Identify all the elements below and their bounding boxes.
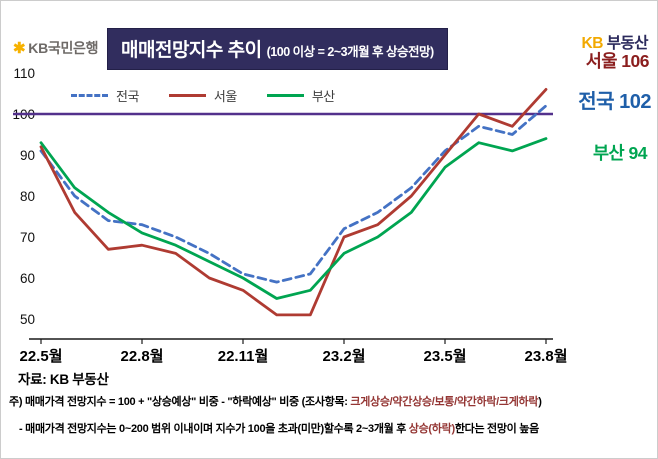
y-axis-tick-label: 50 — [20, 312, 35, 327]
chart-legend: 전국 서울 부산 — [71, 86, 335, 105]
chart-title: 매매전망지수 추이 — [121, 40, 262, 61]
x-axis-tick-label: 22.5월 — [20, 348, 63, 365]
kb-bank-logo-text: KB국민은행 — [28, 40, 99, 56]
x-axis-tick-label: 23.8월 — [525, 348, 568, 365]
legend-label-nationwide: 전국 — [116, 89, 139, 104]
series-line-전국 — [39, 104, 548, 284]
annotation-seoul-label: 서울 — [585, 51, 618, 71]
legend-label-seoul: 서울 — [213, 89, 237, 104]
footnote-segment: 주) 매매가격 전망지수 = 100 + "상승예상" 비중 - "하락예상" … — [9, 396, 351, 408]
legend-label-busan: 부산 — [311, 89, 335, 104]
footnote-segment: - 매매가격 전망지수는 0~200 범위 이내이며 지수가 100을 초과(미… — [19, 423, 409, 435]
annotation-seoul: 서울 106 — [585, 48, 650, 73]
footnote-segment: 한다는 전망이 높음 — [454, 423, 539, 435]
footnotes: 주) 매매가격 전망지수 = 100 + "상승예상" 비중 - "하락예상" … — [9, 389, 542, 443]
annotation-nationwide-label: 전국 — [578, 91, 615, 113]
footnote-segment: 상승(하락) — [408, 423, 455, 435]
legend-item-nationwide: 전국 — [71, 86, 139, 105]
footnote-line: 주) 매매가격 전망지수 = 100 + "상승예상" 비중 - "하락예상" … — [9, 389, 542, 416]
y-axis-tick-label: 110 — [13, 66, 35, 81]
y-axis-tick-label: 90 — [20, 148, 35, 163]
series-line-서울 — [39, 88, 548, 317]
y-axis-tick-label: 60 — [20, 271, 35, 286]
footnote-line: - 매매가격 전망지수는 0~200 범위 이내이며 지수가 100을 초과(미… — [19, 416, 542, 443]
annotation-seoul-value: 106 — [621, 51, 649, 71]
legend-item-busan: 부산 — [266, 86, 335, 105]
kb-bank-logo: ✱ KB국민은행 — [13, 38, 99, 58]
kb-real-estate-brand: KB 부동산 — [581, 31, 649, 53]
y-axis-tick-label: 70 — [20, 230, 35, 245]
annotation-busan-label: 부산 — [592, 143, 625, 163]
legend-line-sample-seoul — [168, 94, 206, 97]
footnote-segment: ) — [538, 396, 542, 408]
x-axis-tick-label: 23.5월 — [424, 348, 467, 365]
y-axis-tick-label: 80 — [20, 189, 35, 204]
chart-title-banner: 매매전망지수 추이 (100 이상 = 2~3개월 후 상승전망) — [107, 28, 448, 70]
annotation-busan: 부산 94 — [592, 140, 648, 165]
legend-line-sample-nationwide — [71, 94, 108, 97]
legend-line-sample-busan — [266, 94, 304, 97]
series-line-부산 — [39, 137, 548, 300]
annotation-nationwide-value: 102 — [619, 91, 651, 113]
kb-star-icon: ✱ — [13, 40, 26, 57]
brand-suffix-text: 부동산 — [602, 35, 649, 52]
annotation-busan-value: 94 — [628, 143, 648, 163]
x-axis-tick-label: 22.11월 — [218, 348, 269, 365]
source-label: 자료: KB 부동산 — [18, 372, 109, 387]
footnote-segment: 크게상승/약간상승/보통/약간하락/크게하락 — [350, 396, 539, 408]
brand-kb-text: KB — [581, 35, 604, 52]
legend-item-seoul: 서울 — [168, 86, 237, 105]
x-axis-tick-label: 23.2월 — [323, 348, 366, 365]
x-axis-tick-label: 22.8월 — [121, 348, 164, 365]
chart-subtitle: (100 이상 = 2~3개월 후 상승전망) — [266, 45, 435, 59]
annotation-nationwide: 전국 102 — [578, 85, 651, 114]
